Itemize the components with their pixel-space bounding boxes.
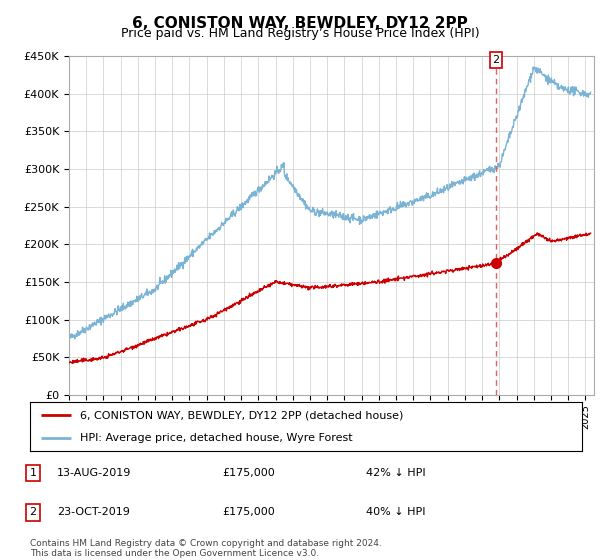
Text: HPI: Average price, detached house, Wyre Forest: HPI: Average price, detached house, Wyre… [80, 433, 352, 444]
Text: 42% ↓ HPI: 42% ↓ HPI [366, 468, 425, 478]
Text: 40% ↓ HPI: 40% ↓ HPI [366, 507, 425, 517]
Text: 6, CONISTON WAY, BEWDLEY, DY12 2PP: 6, CONISTON WAY, BEWDLEY, DY12 2PP [132, 16, 468, 31]
Text: 23-OCT-2019: 23-OCT-2019 [57, 507, 130, 517]
Text: 2: 2 [493, 55, 500, 65]
Text: Contains HM Land Registry data © Crown copyright and database right 2024.
This d: Contains HM Land Registry data © Crown c… [30, 539, 382, 558]
Text: 6, CONISTON WAY, BEWDLEY, DY12 2PP (detached house): 6, CONISTON WAY, BEWDLEY, DY12 2PP (deta… [80, 410, 403, 421]
Text: £175,000: £175,000 [222, 468, 275, 478]
Text: £175,000: £175,000 [222, 507, 275, 517]
Text: 2: 2 [29, 507, 37, 517]
Text: 13-AUG-2019: 13-AUG-2019 [57, 468, 131, 478]
Text: Price paid vs. HM Land Registry’s House Price Index (HPI): Price paid vs. HM Land Registry’s House … [121, 27, 479, 40]
Text: 1: 1 [29, 468, 37, 478]
